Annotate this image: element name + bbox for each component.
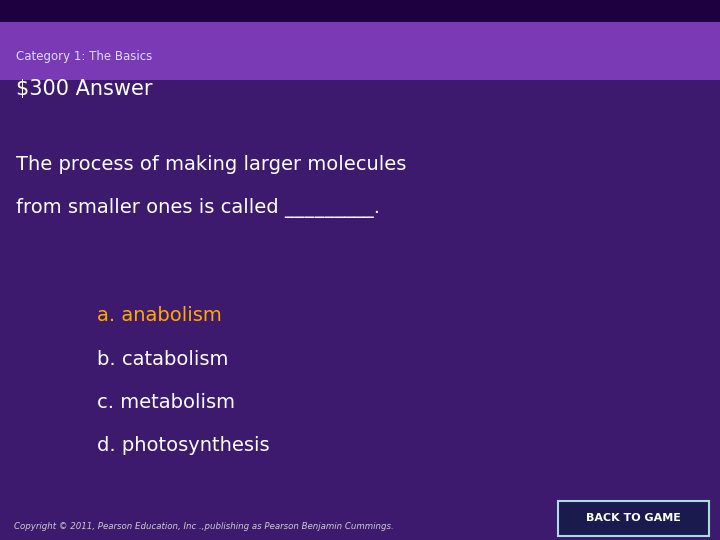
Bar bbox=[0, 0, 720, 22]
Text: b. catabolism: b. catabolism bbox=[97, 349, 228, 369]
Text: BACK TO GAME: BACK TO GAME bbox=[586, 513, 681, 523]
Text: d. photosynthesis: d. photosynthesis bbox=[97, 436, 270, 455]
Text: from smaller ones is called _________.: from smaller ones is called _________. bbox=[16, 198, 380, 218]
Text: c. metabolism: c. metabolism bbox=[97, 393, 235, 412]
Text: a. anabolism: a. anabolism bbox=[97, 306, 222, 326]
FancyBboxPatch shape bbox=[558, 501, 709, 536]
Bar bbox=[0, 0, 720, 80]
Text: Copyright © 2011, Pearson Education, Inc .,publishing as Pearson Benjamin Cummin: Copyright © 2011, Pearson Education, Inc… bbox=[14, 522, 394, 531]
Text: $300 Answer: $300 Answer bbox=[16, 79, 153, 99]
Text: Category 1: The Basics: Category 1: The Basics bbox=[16, 50, 152, 63]
Text: The process of making larger molecules: The process of making larger molecules bbox=[16, 155, 406, 174]
